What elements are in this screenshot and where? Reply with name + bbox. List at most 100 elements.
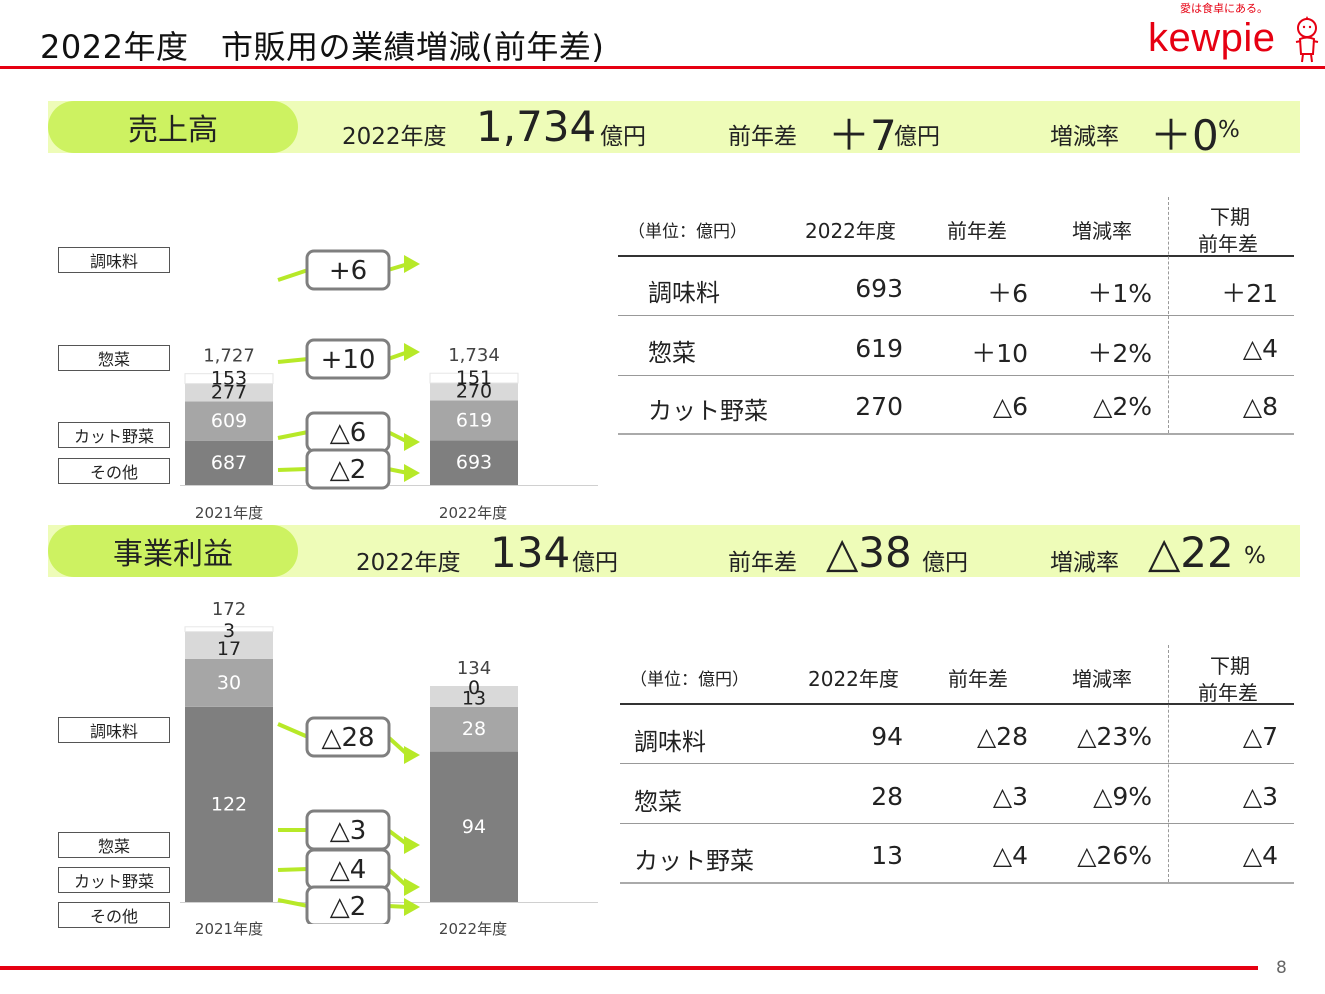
change-arrow-head-others	[404, 898, 420, 916]
bar-label-seasoning-2022: 693	[456, 452, 492, 474]
bar-label-seasoning-2021: 687	[211, 452, 247, 474]
profit-legend-others: その他	[58, 902, 170, 928]
profit-diff-label: 前年差	[728, 550, 797, 576]
sales-pill: 売上高	[48, 101, 298, 153]
sales-row-seasoning-fy: 693	[855, 274, 903, 303]
profit-x-label-2021: 2021年度	[194, 920, 264, 938]
profit-table-header-diff: 前年差	[948, 667, 1008, 691]
sales-table-header-diff: 前年差	[947, 219, 1007, 243]
bar-label-deli-2021: 30	[217, 672, 241, 694]
bar-cut-vegetables-2021	[185, 383, 273, 402]
sales-row-cutveg-h2: △8	[1242, 392, 1278, 421]
change-connector-deli	[277, 357, 309, 364]
profit-row-deli-diff: △3	[992, 782, 1028, 811]
profit-row-cutveg-rate: △26%	[1077, 841, 1152, 870]
sales-table-bottom-rule	[618, 433, 1294, 435]
sales-row-cutveg-fy: 270	[855, 392, 903, 421]
bar-others-2021	[184, 626, 274, 633]
sales-row-seasoning-diff: ＋6	[987, 279, 1028, 308]
footer-divider	[0, 966, 1258, 970]
change-box-seasoning	[305, 249, 391, 291]
kewpie-logo: kewpie	[1148, 16, 1276, 60]
page-title: 2022年度 市販用の業績増減(前年差)	[40, 28, 605, 66]
change-value-others: △2	[330, 892, 367, 922]
bar-seasoning-2022	[430, 440, 518, 485]
bar-total-2021: 1,727	[203, 346, 255, 367]
bar-label-deli-2022: 28	[462, 718, 486, 740]
profit-row-cutveg-fy: 13	[871, 841, 903, 870]
sales-table-header-rate: 増減率	[1072, 219, 1132, 243]
kewpie-doll-icon	[1295, 16, 1319, 63]
change-box-deli	[305, 338, 391, 380]
profit-year-label: 2022年度	[356, 550, 461, 576]
change-connector-cut-vegetables	[277, 430, 309, 440]
sales-value-unit: 億円	[600, 124, 646, 150]
sales-row-cutveg-diff: △6	[992, 392, 1028, 421]
sales-row-divider-2	[618, 375, 1294, 376]
bar-seasoning-2022	[430, 751, 518, 902]
sales-row-deli-h2: △4	[1242, 334, 1278, 363]
sales-row-deli-rate: ＋2%	[1087, 339, 1152, 368]
legend-others: その他	[58, 458, 170, 484]
bar-label-others-2021: 3	[223, 620, 235, 642]
bar-cut-vegetables-2021	[185, 631, 273, 659]
profit-table-header-h2-line2: 前年差	[1198, 681, 1258, 705]
bar-label-others-2022: 0	[468, 677, 480, 699]
legend-seasoning: 調味料	[58, 247, 170, 273]
sales-row-cutveg-name: カット野菜	[648, 397, 768, 425]
bar-label-cut-vegetables-2022: 13	[462, 687, 486, 709]
profit-rate-value: △22	[1148, 528, 1234, 577]
profit-value: 134	[490, 528, 571, 577]
sales-value: 1,734	[476, 102, 597, 151]
bar-label-others-2022: 151	[456, 367, 492, 389]
profit-row-deli-h2: △3	[1242, 782, 1278, 811]
sales-rate-label: 増減率	[1050, 124, 1119, 150]
change-value-deli: +10	[321, 345, 376, 375]
bar-label-deli-2021: 609	[211, 410, 247, 432]
change-connector-seasoning	[277, 722, 309, 739]
profit-table-unit: （単位：億円）	[630, 670, 749, 690]
change-arrow-head-seasoning	[404, 746, 420, 764]
bar-total-2022: 134	[457, 658, 491, 679]
bar-cut-vegetables-2022	[430, 686, 518, 707]
profit-value-unit: 億円	[572, 550, 618, 576]
bar-total-2021: 172	[212, 599, 246, 620]
sales-x-label-2022: 2022年度	[438, 504, 508, 522]
legend-deli: 惣菜	[58, 345, 170, 371]
change-value-deli: △3	[330, 816, 367, 846]
bar-label-cut-vegetables-2021: 277	[211, 381, 247, 403]
profit-table-header-h2-line1: 下期	[1210, 654, 1250, 678]
change-arrow-head-cut-vegetables	[404, 878, 420, 896]
sales-table-header-fy2022: 2022年度	[805, 219, 896, 243]
profit-pill: 事業利益	[48, 525, 298, 577]
sales-row-seasoning-name: 調味料	[648, 279, 720, 307]
profit-rate-label: 増減率	[1050, 550, 1119, 576]
bar-deli-2021	[185, 401, 273, 441]
profit-row-deli-fy: 28	[871, 782, 903, 811]
sales-row-divider-1	[618, 315, 1294, 316]
sales-row-deli-diff: ＋10	[971, 339, 1028, 368]
sales-diff-label: 前年差	[728, 124, 797, 150]
sales-table-header-h2-line1: 下期	[1210, 205, 1250, 229]
profit-row-seasoning-name: 調味料	[634, 728, 706, 756]
bar-others-2022	[429, 372, 519, 384]
bar-deli-2021	[185, 658, 273, 707]
profit-diff-unit: 億円	[922, 550, 968, 576]
change-value-seasoning: △28	[321, 723, 374, 753]
change-connector-cut-vegetables	[277, 867, 309, 872]
change-arrow-head-seasoning	[404, 255, 420, 273]
legend-cut-vegetables: カット野菜	[58, 422, 170, 448]
profit-row-seasoning-rate: △23%	[1077, 722, 1152, 751]
profit-row-seasoning-fy: 94	[871, 722, 903, 751]
profit-rate-unit: %	[1244, 543, 1266, 569]
profit-row-deli-rate: △9%	[1093, 782, 1152, 811]
sales-row-seasoning-h2: ＋21	[1221, 279, 1278, 308]
bar-others-2021	[184, 373, 274, 385]
bar-seasoning-2021	[185, 440, 273, 485]
profit-table-header-rule	[620, 703, 1294, 705]
profit-table-header-rate: 増減率	[1072, 667, 1132, 691]
sales-year-label: 2022年度	[342, 124, 447, 150]
profit-row-cutveg-diff: △4	[992, 841, 1028, 870]
logo-tagline: 愛は食卓にある。	[1180, 2, 1268, 15]
